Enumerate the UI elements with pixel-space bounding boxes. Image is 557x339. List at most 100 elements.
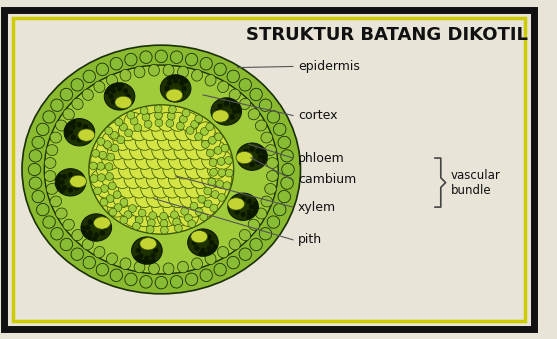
Circle shape <box>160 226 168 234</box>
Ellipse shape <box>158 132 176 150</box>
Ellipse shape <box>89 105 234 234</box>
Ellipse shape <box>205 253 216 264</box>
Circle shape <box>243 148 249 154</box>
Ellipse shape <box>78 129 95 141</box>
Circle shape <box>117 86 123 92</box>
Circle shape <box>149 212 157 220</box>
Ellipse shape <box>63 219 74 230</box>
Circle shape <box>210 204 218 212</box>
Ellipse shape <box>106 75 118 86</box>
Ellipse shape <box>178 261 188 273</box>
Ellipse shape <box>185 122 204 141</box>
Circle shape <box>262 157 267 161</box>
Circle shape <box>203 252 208 256</box>
Circle shape <box>160 212 168 220</box>
Circle shape <box>82 135 88 140</box>
Ellipse shape <box>82 239 94 250</box>
Circle shape <box>62 174 67 180</box>
Ellipse shape <box>168 208 187 227</box>
Ellipse shape <box>202 151 221 170</box>
Circle shape <box>60 188 65 193</box>
Ellipse shape <box>267 158 278 168</box>
Ellipse shape <box>273 123 286 136</box>
Ellipse shape <box>146 112 165 131</box>
Circle shape <box>173 78 178 83</box>
Circle shape <box>68 129 74 135</box>
Ellipse shape <box>96 160 115 179</box>
Ellipse shape <box>174 179 193 198</box>
Circle shape <box>229 114 235 120</box>
Circle shape <box>241 212 246 217</box>
Circle shape <box>76 180 82 185</box>
Ellipse shape <box>120 258 131 270</box>
Circle shape <box>237 109 242 114</box>
Circle shape <box>234 210 240 215</box>
Circle shape <box>175 75 180 80</box>
Circle shape <box>166 119 174 127</box>
Ellipse shape <box>281 177 294 189</box>
Ellipse shape <box>130 122 149 141</box>
Circle shape <box>150 242 156 248</box>
Circle shape <box>224 157 232 164</box>
Circle shape <box>170 211 178 219</box>
Circle shape <box>198 252 203 256</box>
Circle shape <box>115 118 123 126</box>
Circle shape <box>253 201 258 206</box>
Circle shape <box>246 215 251 220</box>
Circle shape <box>167 112 175 120</box>
Circle shape <box>119 83 124 87</box>
Ellipse shape <box>178 66 188 78</box>
Circle shape <box>241 196 246 202</box>
Circle shape <box>105 90 110 95</box>
Ellipse shape <box>119 122 138 141</box>
Ellipse shape <box>185 198 204 217</box>
Circle shape <box>230 99 234 104</box>
Ellipse shape <box>141 198 160 217</box>
Ellipse shape <box>91 151 110 170</box>
Circle shape <box>94 217 99 223</box>
Ellipse shape <box>214 263 226 276</box>
Circle shape <box>117 136 125 144</box>
Ellipse shape <box>125 53 137 66</box>
Ellipse shape <box>211 98 242 125</box>
Circle shape <box>90 162 97 170</box>
Ellipse shape <box>113 170 132 188</box>
Ellipse shape <box>152 198 170 217</box>
Circle shape <box>252 209 257 214</box>
Ellipse shape <box>124 132 143 150</box>
Ellipse shape <box>102 132 121 150</box>
Ellipse shape <box>196 198 215 217</box>
Ellipse shape <box>260 227 272 240</box>
Ellipse shape <box>152 141 170 160</box>
Circle shape <box>55 181 60 186</box>
Ellipse shape <box>113 151 132 170</box>
Ellipse shape <box>160 75 191 102</box>
Ellipse shape <box>179 112 198 131</box>
Circle shape <box>120 198 128 206</box>
Circle shape <box>246 199 252 204</box>
Circle shape <box>106 195 114 203</box>
Ellipse shape <box>260 99 272 112</box>
Ellipse shape <box>149 64 159 76</box>
Ellipse shape <box>102 170 121 188</box>
Ellipse shape <box>163 64 174 76</box>
Ellipse shape <box>248 109 260 120</box>
Ellipse shape <box>110 58 123 70</box>
Ellipse shape <box>28 163 41 176</box>
Circle shape <box>236 105 241 110</box>
Ellipse shape <box>135 170 154 188</box>
Text: cambium: cambium <box>298 174 356 186</box>
Ellipse shape <box>190 132 209 150</box>
Ellipse shape <box>83 70 95 83</box>
Circle shape <box>130 117 138 125</box>
Circle shape <box>223 182 231 190</box>
Ellipse shape <box>174 198 193 217</box>
Ellipse shape <box>267 216 280 228</box>
Circle shape <box>106 173 114 180</box>
Circle shape <box>85 129 91 135</box>
Circle shape <box>153 248 158 253</box>
Ellipse shape <box>134 66 145 78</box>
Ellipse shape <box>96 263 109 276</box>
Circle shape <box>57 174 62 179</box>
Circle shape <box>225 169 233 177</box>
